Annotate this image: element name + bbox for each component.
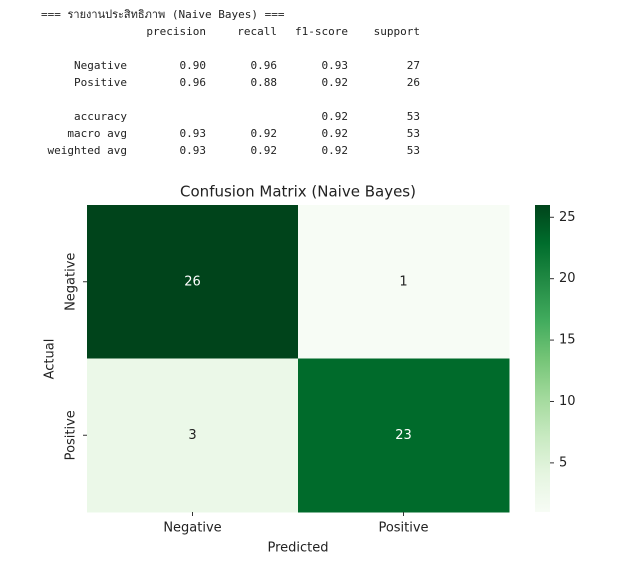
heatmap-cell (87, 205, 299, 359)
heatmap-cell (298, 358, 510, 513)
chart-title: Confusion Matrix (Naive Bayes) (180, 183, 416, 201)
report-cell: 0.96 (180, 76, 207, 89)
y-tick-label: Negative (64, 253, 79, 311)
y-axis-label: Actual (43, 339, 58, 380)
report-header: f1-score (295, 25, 348, 38)
report-title: === รายงานประสิทธิภาพ (Naive Bayes) === (41, 8, 285, 21)
heatmap-cell (87, 358, 299, 513)
x-tick-label: Positive (378, 521, 428, 536)
report-cell: 0.92 (322, 110, 349, 123)
report-cell: 26 (407, 76, 420, 89)
cell-label: 1 (399, 274, 407, 289)
x-axis-label: Predicted (267, 541, 328, 556)
report-cell: 0.92 (322, 76, 349, 89)
cell-label: 23 (395, 428, 412, 443)
report-cell: 0.88 (251, 76, 278, 89)
report-header: support (374, 25, 420, 38)
report-cell: 0.92 (322, 127, 349, 140)
y-tick-label: Positive (64, 410, 79, 460)
colorbar-tick-label: 10 (559, 394, 576, 409)
report-cell: 53 (407, 110, 420, 123)
colorbar-tick-label: 25 (559, 210, 576, 225)
report-row-label: weighted avg (48, 144, 127, 157)
report-cell: 0.93 (322, 59, 349, 72)
report-row-label: Positive (74, 76, 127, 89)
report-cell: 0.93 (180, 144, 207, 157)
report-row-label: Negative (74, 59, 127, 72)
report-row-label: macro avg (67, 127, 127, 140)
heatmap-cell (298, 205, 510, 359)
cell-label: 3 (188, 428, 196, 443)
report-cell: 53 (407, 127, 420, 140)
cell-label: 26 (184, 274, 201, 289)
colorbar (535, 205, 550, 512)
x-tick-label: Negative (163, 521, 221, 536)
report-cell: 0.92 (322, 144, 349, 157)
colorbar-tick-label: 20 (559, 271, 576, 286)
report-cell: 0.90 (180, 59, 207, 72)
report-header: precision (146, 25, 206, 38)
report-cell: 0.92 (251, 127, 278, 140)
report-cell: 0.96 (251, 59, 278, 72)
report-cell: 0.93 (180, 127, 207, 140)
report-cell: 0.92 (251, 144, 278, 157)
report-header: recall (237, 25, 277, 38)
report-cell: 53 (407, 144, 420, 157)
report-cell: 27 (407, 59, 420, 72)
colorbar-tick-label: 5 (559, 455, 567, 470)
report-row-label: accuracy (74, 110, 127, 123)
colorbar-tick-label: 15 (559, 333, 576, 348)
